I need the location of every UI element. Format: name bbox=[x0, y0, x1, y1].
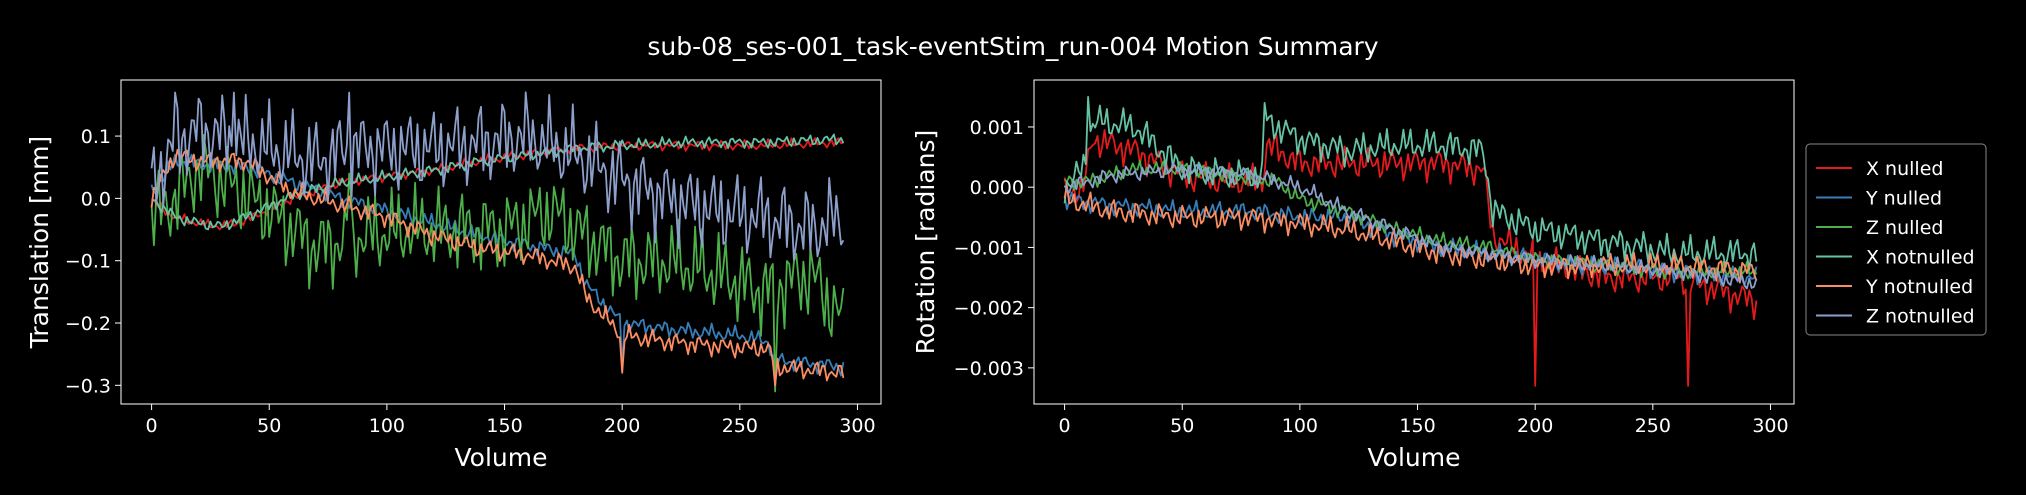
y-tick-label: 0.0 bbox=[81, 188, 111, 210]
legend-entry: X notnulled bbox=[1866, 247, 1975, 269]
x-tick-label: 50 bbox=[257, 415, 281, 437]
series-line-z-notnulled bbox=[150, 91, 845, 261]
y-tick-label: 0.001 bbox=[970, 117, 1024, 139]
y-axis-label: Translation [mm] bbox=[25, 136, 54, 349]
legend-entry: Z notnulled bbox=[1866, 306, 1975, 328]
y-tick-label: −0.003 bbox=[954, 358, 1024, 380]
series-line-z-notnulled bbox=[1063, 163, 1758, 290]
x-axis-label: Volume bbox=[1368, 443, 1461, 472]
translation-panel: 0 50 100 150 200 250 300 0.1 0.0 −0.1 −0.2 −0.3 Volu… bbox=[25, 79, 882, 472]
series-line-x-nulled bbox=[151, 137, 844, 231]
legend-entry: X nulled bbox=[1866, 158, 1943, 180]
x-axis-label: Volume bbox=[455, 443, 548, 472]
y-tick-label: −0.1 bbox=[65, 251, 111, 273]
series-line-z-nulled bbox=[1063, 159, 1758, 280]
series-line-x-notnulled bbox=[1063, 96, 1758, 271]
x-tick-label: 50 bbox=[1170, 415, 1194, 437]
y-tick-label: −0.002 bbox=[954, 298, 1024, 320]
series-line-y-notnulled bbox=[150, 148, 845, 387]
y-tick-label: 0.1 bbox=[81, 126, 111, 148]
x-tick-label: 300 bbox=[1752, 415, 1788, 437]
y-tick-label: −0.3 bbox=[65, 375, 111, 397]
series-line-z-nulled bbox=[150, 134, 845, 393]
figure-title: sub-08_ses-001_task-eventStim_run-004 Mo… bbox=[647, 32, 1378, 61]
x-tick-label: 300 bbox=[839, 415, 875, 437]
series-line-y-notnulled bbox=[1063, 184, 1758, 284]
x-tick-label: 200 bbox=[604, 415, 640, 437]
axes-frame bbox=[120, 79, 882, 405]
x-tick-label: 150 bbox=[1399, 415, 1435, 437]
legend-entry: Y nulled bbox=[1865, 188, 1942, 210]
series-line-y-nulled bbox=[150, 153, 845, 387]
x-tick-label: 100 bbox=[369, 415, 405, 437]
legend-entry: Y notnulled bbox=[1865, 276, 1973, 298]
axes-frame bbox=[1033, 79, 1795, 405]
series-group bbox=[150, 91, 845, 393]
y-tick-label: 0.000 bbox=[970, 177, 1024, 199]
legend: X nulled Y nulled Z nulled X notnulled Y not… bbox=[1805, 143, 1987, 336]
legend-entry: Z nulled bbox=[1866, 217, 1943, 239]
y-tick-label: −0.2 bbox=[65, 313, 111, 335]
series-group bbox=[1063, 96, 1758, 387]
x-tick-label: 200 bbox=[1517, 415, 1553, 437]
x-tick-label: 250 bbox=[722, 415, 758, 437]
y-tick-label: −0.001 bbox=[954, 237, 1024, 259]
legend-box bbox=[1805, 143, 1987, 336]
x-tick-label: 0 bbox=[146, 415, 158, 437]
x-tick-label: 150 bbox=[486, 415, 522, 437]
y-axis-label: Rotation [radians] bbox=[911, 130, 940, 355]
x-tick-label: 250 bbox=[1635, 415, 1671, 437]
x-tick-label: 0 bbox=[1059, 415, 1071, 437]
rotation-panel: 0 50 100 150 200 250 300 0.001 0.000 −0.001 −0.002… bbox=[911, 79, 1795, 472]
series-line-x-notnulled bbox=[151, 133, 845, 231]
x-tick-label: 100 bbox=[1282, 415, 1318, 437]
